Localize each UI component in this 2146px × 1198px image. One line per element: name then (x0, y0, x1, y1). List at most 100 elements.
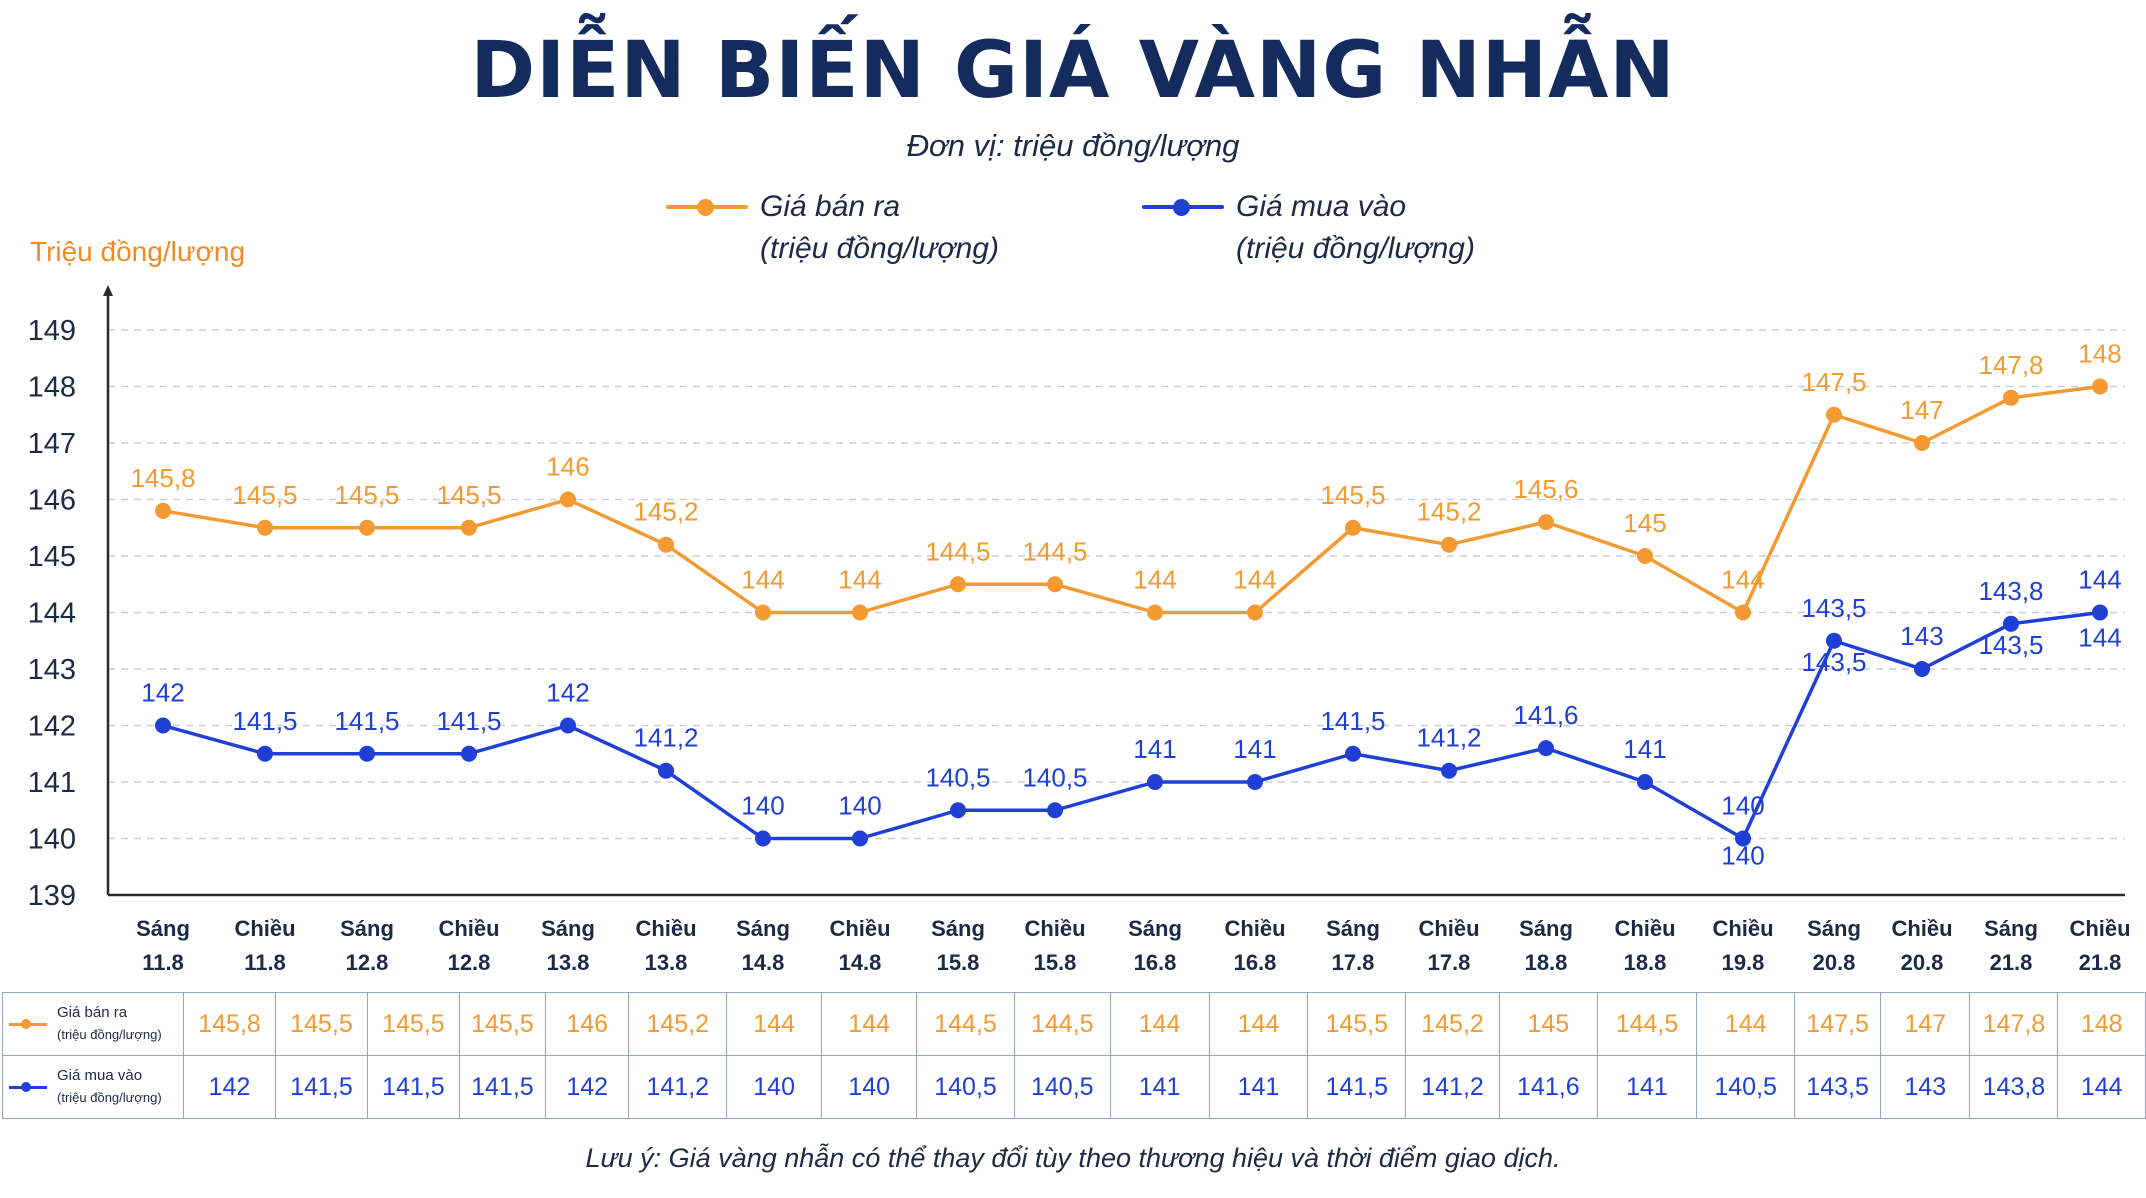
buy-data-label: 140 (838, 791, 881, 821)
x-tick-label: 13.8 (547, 950, 590, 975)
buy-data-label: 140,5 (925, 762, 990, 792)
buy-data-point (155, 717, 171, 734)
table-cell-buy: 141,5 (366, 1055, 460, 1119)
sell-data-point (1147, 604, 1163, 621)
table-cell-sell: 145,5 (275, 992, 368, 1056)
buy-extra-label: 143,5 (1978, 630, 2043, 660)
sell-data-label: 145,5 (436, 480, 501, 510)
table-cell-sell: 145,5 (458, 992, 546, 1056)
table-cell-buy: 143,5 (1794, 1055, 1882, 1119)
buy-data-point (461, 745, 477, 762)
line-chart: 139 140 141 142 143 144 145 146 147 148 149 Sáng 11.… (28, 285, 2131, 975)
buy-data-point (1735, 830, 1751, 847)
sell-data-point (1637, 548, 1653, 564)
y-tick-label: 147 (28, 428, 76, 460)
x-tick-label: Chiều (1891, 916, 1952, 941)
x-tick-label: Chiều (1024, 916, 1085, 941)
x-tick-label: Sáng (736, 916, 790, 941)
buy-data-point (359, 745, 375, 762)
table-cell-buy: 141,5 (1307, 1055, 1407, 1119)
table-cell-buy: 140,5 (916, 1055, 1015, 1119)
buy-data-label: 141,5 (436, 706, 501, 736)
sell-data-point (950, 576, 966, 593)
footnote: Lưu ý: Giá vàng nhẫn có thể thay đổi tùy… (585, 1143, 1561, 1173)
sell-data-point (1345, 519, 1361, 536)
table-sell-sub: (triệu đồng/lượng) (57, 1027, 162, 1042)
chart-title: DIỄN BIẾN GIÁ VÀNG NHẪN (470, 26, 1676, 116)
x-tick-label: Chiều (1712, 916, 1773, 941)
table-cell-sell: 144,5 (1013, 992, 1111, 1056)
buy-data-point (1147, 774, 1163, 790)
table-cell-buy: 140 (726, 1055, 823, 1119)
sell-data-point (755, 604, 771, 621)
x-tick-label: Sáng (1807, 916, 1861, 941)
table-cell-sell: 147 (1880, 992, 1971, 1056)
x-tick-label: 12.8 (346, 950, 389, 975)
buy-data-point (1914, 661, 1930, 677)
x-tick-label: Sáng (1128, 916, 1182, 941)
buy-data-label: 141,2 (1416, 723, 1481, 753)
table-row-buy: Giá mua vào (triệu đồng/lượng) 142 141,5 14… (1, 1055, 2146, 1119)
sell-data-label: 146 (546, 452, 589, 482)
x-tick-label: 17.8 (1428, 950, 1471, 975)
x-tick-label: Sáng (931, 916, 985, 941)
x-tick-label: 18.8 (1624, 950, 1667, 975)
x-tick-label: 20.8 (1901, 950, 1944, 975)
table-buy-sub: (triệu đồng/lượng) (57, 1090, 162, 1105)
table-cell-buy: 144 (2057, 1055, 2146, 1119)
x-tick-label: 16.8 (1234, 950, 1277, 975)
legend-sell-unit: (triệu đồng/lượng) (760, 232, 999, 265)
x-tick-label: Chiều (1614, 916, 1675, 941)
buy-data-label: 141 (1623, 734, 1666, 764)
sell-data-point (852, 604, 868, 621)
y-tick-label: 140 (28, 824, 76, 856)
table-cell-sell: 147,5 (1794, 992, 1882, 1056)
table-cell-sell: 145 (1498, 992, 1598, 1056)
sell-data-point (1247, 604, 1263, 621)
sell-data-label: 148 (2078, 339, 2121, 369)
table-cell-sell: 145,8 (183, 992, 276, 1056)
unit-caption: Đơn vị: triệu đồng/lượng (906, 128, 1240, 163)
table-cell-sell: 144 (1696, 992, 1796, 1056)
sell-data-point (560, 491, 576, 508)
sell-data-point (359, 519, 375, 536)
x-tick-label: Sáng (1519, 916, 1573, 941)
table-cell-sell: 144 (1208, 992, 1309, 1056)
y-axis-title: Triệu đồng/lượng (30, 236, 246, 267)
x-tick-label: Chiều (234, 916, 295, 941)
x-tick-label: Chiều (2069, 916, 2130, 941)
buy-data-point (658, 762, 674, 779)
y-tick-label: 146 (28, 485, 76, 517)
x-tick-label: 17.8 (1332, 950, 1375, 975)
buy-data-point (560, 717, 576, 734)
sell-data-label: 145,2 (633, 497, 698, 527)
table-cell-buy: 141 (1596, 1055, 1698, 1119)
table-cell-sell: 144 (821, 992, 918, 1056)
table-header-sell: Giá bán ra (triệu đồng/lượng) (1, 992, 185, 1056)
buy-data-point (2092, 604, 2108, 621)
table-row-sell: Giá bán ra (triệu đồng/lượng) 145,8 145,5 1… (1, 992, 2146, 1056)
sell-data-point (1826, 406, 1842, 423)
table-cell-buy: 140,5 (1696, 1055, 1796, 1119)
sell-data-label: 144 (741, 565, 784, 595)
table-sell-marker (7, 1017, 49, 1031)
buy-data-label: 141,5 (1320, 706, 1385, 736)
buy-data-point (1538, 740, 1554, 757)
legend-buy-unit: (triệu đồng/lượng) (1236, 232, 1475, 265)
sell-data-label: 147 (1900, 395, 1943, 425)
y-tick-label: 139 (28, 880, 76, 912)
table-cell-sell: 148 (2057, 992, 2146, 1056)
sell-data-label: 144,5 (925, 536, 990, 566)
x-tick-label: Chiều (1418, 916, 1479, 941)
x-tick-label: 18.8 (1525, 950, 1568, 975)
buy-data-label: 141,5 (232, 706, 297, 736)
table-cell-buy: 142 (544, 1055, 630, 1119)
table-cell-sell: 144 (1109, 992, 1210, 1056)
y-axis-arrow (103, 285, 113, 296)
table-cell-buy: 141,6 (1498, 1055, 1598, 1119)
x-tick-label: 20.8 (1813, 950, 1856, 975)
table-cell-sell: 144,5 (1596, 992, 1698, 1056)
buy-data-point (1247, 774, 1263, 790)
sell-data-label: 145,5 (1320, 480, 1385, 510)
table-buy-marker (7, 1080, 49, 1094)
